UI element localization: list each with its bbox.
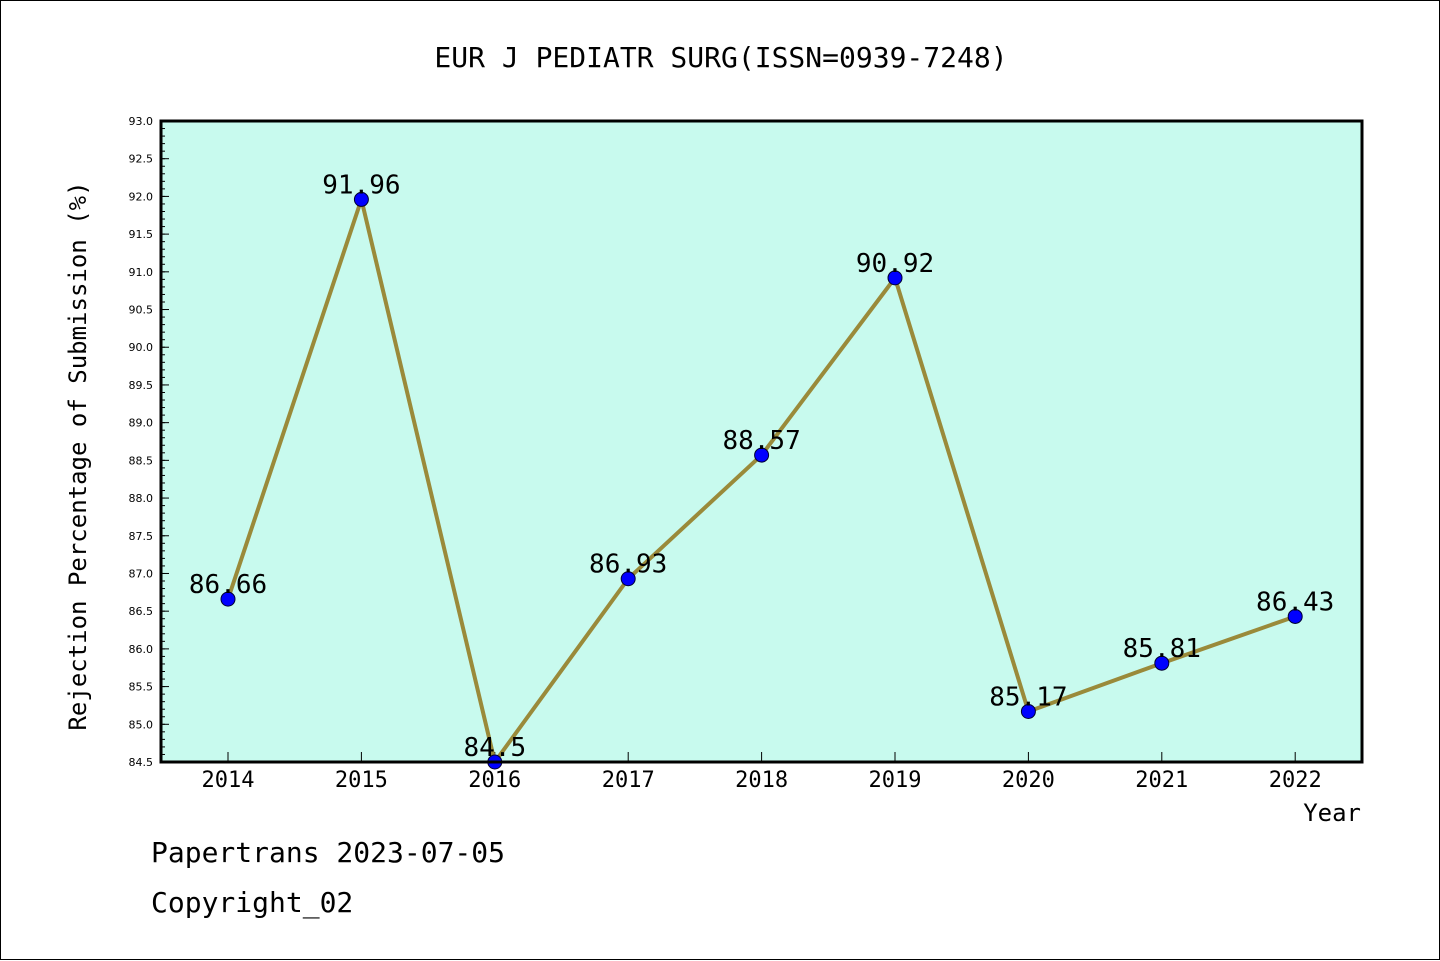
y-tick-label: 85.5 — [129, 681, 154, 694]
x-tick-label: 2021 — [1135, 768, 1188, 793]
y-tick-label: 92.5 — [129, 153, 154, 166]
y-tick-label: 90.5 — [129, 304, 154, 317]
data-label: 88.57 — [722, 426, 800, 456]
y-tick-label: 85.0 — [129, 718, 154, 731]
y-tick-label: 93.0 — [129, 115, 154, 128]
data-point — [353, 191, 369, 207]
data-label: 85.81 — [1123, 634, 1201, 664]
data-label: 84.5 — [463, 733, 526, 763]
data-point — [620, 571, 636, 587]
x-tick-label: 2022 — [1269, 768, 1322, 793]
data-point — [220, 591, 236, 607]
data-label: 86.93 — [589, 550, 667, 580]
chart-title: EUR J PEDIATR SURG(ISSN=0939-7248) — [434, 41, 1007, 74]
x-tick-label: 2020 — [1002, 768, 1055, 793]
series-line: 86.66 91.96 84.5 86.93 88.57 90.92 85.17 85.81 8… — [189, 170, 1334, 770]
x-tick-label: 2016 — [468, 768, 521, 793]
y-tick-label: 86.5 — [129, 605, 154, 618]
x-tick-label: 2014 — [202, 768, 255, 793]
footer-copyright-text: Copyright_02 — [151, 886, 354, 919]
x-tick-label: 2015 — [335, 768, 388, 793]
y-tick-label: 90.0 — [129, 341, 154, 354]
x-tick-label: 2018 — [735, 768, 788, 793]
data-point — [1020, 703, 1036, 719]
y-axis: 84.5 85.0 85.5 86.0 86.5 87.0 87.5 88.0 88.5 89.0… — [129, 115, 169, 769]
y-tick-label: 88.0 — [129, 492, 154, 505]
data-point — [1154, 655, 1170, 671]
y-tick-label: 91.5 — [129, 228, 154, 241]
data-point — [1287, 608, 1303, 624]
y-axis-label: Rejection Percentage of Submission (%) — [64, 181, 92, 730]
y-tick-label: 89.0 — [129, 417, 154, 430]
data-point — [754, 447, 770, 463]
x-axis-label: Year — [1303, 799, 1361, 827]
data-label: 90.92 — [856, 249, 934, 279]
plot-area — [161, 121, 1362, 762]
y-tick-label: 92.0 — [129, 190, 154, 203]
y-tick-label: 89.5 — [129, 379, 154, 392]
y-tick-label: 88.5 — [129, 454, 154, 467]
x-tick-label: 2019 — [869, 768, 922, 793]
y-tick-label: 86.0 — [129, 643, 154, 656]
data-label: 86.66 — [189, 570, 267, 600]
data-label: 86.43 — [1256, 587, 1334, 617]
x-axis: 2014 2015 2016 2017 2018 2019 2020 2021 2022 — [202, 752, 1322, 793]
data-label: 85.17 — [989, 682, 1067, 712]
x-tick-label: 2017 — [602, 768, 655, 793]
data-label: 91.96 — [322, 170, 400, 200]
footer-date-text: Papertrans 2023-07-05 — [151, 836, 506, 869]
y-tick-label: 87.5 — [129, 530, 154, 543]
plot-border — [159, 119, 1364, 764]
data-point — [887, 270, 903, 286]
y-tick-label: 87.0 — [129, 567, 154, 580]
y-tick-label: 84.5 — [129, 756, 154, 769]
y-tick-label: 91.0 — [129, 266, 154, 279]
